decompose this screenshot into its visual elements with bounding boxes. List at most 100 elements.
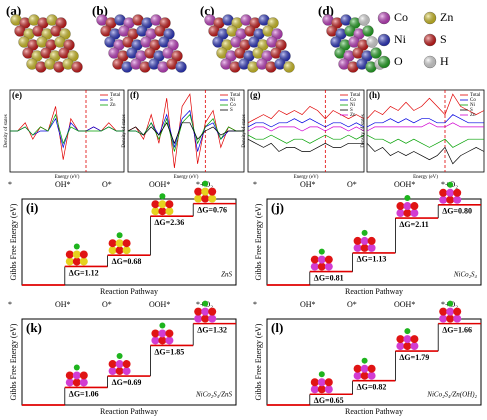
atom [324, 262, 333, 271]
atom-shine [136, 25, 148, 37]
atom-shine [50, 25, 62, 37]
dos-curve [366, 114, 484, 128]
dos-curve [127, 122, 244, 145]
crystal [204, 14, 295, 73]
atom-shine [271, 28, 283, 40]
atom-shine [162, 47, 174, 59]
legend-label: S [230, 108, 233, 113]
x-axis-label: Energy (eV) [294, 175, 319, 180]
atom-shine [27, 39, 39, 51]
atom-shine [46, 14, 58, 26]
atom [317, 378, 326, 387]
x-axis-label: Reaction Pathway [345, 407, 403, 416]
dos-curve [366, 143, 485, 165]
material-label: ZnS [221, 271, 232, 279]
atom-shine [234, 47, 246, 59]
legend-label: Ni [470, 103, 476, 108]
atom-shine [36, 36, 48, 48]
atom-shine [131, 39, 143, 51]
delta-g-label: ΔG=1.85 [154, 347, 184, 356]
panel-label: (i) [26, 200, 38, 215]
atom-shine [331, 17, 343, 29]
atom [65, 257, 74, 266]
crystal [322, 14, 386, 73]
atom [165, 200, 174, 209]
atom-shine [166, 58, 178, 70]
atom-shine [238, 58, 250, 70]
delta-g-label: ΔG=0.82 [357, 383, 387, 392]
atom [115, 360, 124, 369]
atom-shine [229, 61, 241, 73]
legend-swatch-shine [424, 56, 436, 68]
legend-label: Zn [110, 103, 116, 108]
atom-shine [140, 36, 152, 48]
atom-shine [212, 36, 224, 48]
atom-shine [252, 47, 264, 59]
dos-curve [10, 117, 124, 149]
plot-frame [9, 89, 125, 173]
step-label: O* [347, 180, 357, 189]
atom-shine [109, 28, 121, 40]
material-label: NiCo₂S₄/Zn(OH)₂ [426, 391, 477, 399]
legend-swatch-shine [378, 34, 390, 46]
atom [122, 246, 131, 255]
atom [324, 378, 333, 387]
atom-shine [41, 28, 53, 40]
atom-shine [240, 14, 252, 26]
adsorbate [318, 248, 325, 255]
atom [79, 371, 88, 380]
atom [453, 188, 462, 197]
atom-shine [366, 36, 378, 48]
delta-g-label: ΔG=2.36 [154, 218, 184, 227]
panel-label: (b) [92, 3, 108, 18]
atom [208, 314, 217, 323]
step-label: * [253, 180, 257, 189]
material-label: NiCo₂S₄/ZnS [195, 391, 232, 399]
atom-shine [239, 39, 251, 51]
delta-g-label: ΔG=1.06 [69, 389, 99, 398]
legend-label: Total [350, 93, 361, 98]
y-axis-label: Density of states [122, 114, 127, 147]
atom-shine [361, 50, 373, 62]
atom-shine [356, 58, 368, 70]
adsorbate [447, 181, 454, 188]
atom-shine [349, 17, 361, 29]
surface-model [353, 229, 376, 252]
legend-swatch-shine [424, 34, 436, 46]
y-axis-label: Density of states [361, 114, 366, 147]
legend-label: S [470, 108, 473, 113]
y-axis-label: Density of states [4, 114, 9, 147]
atom-shine [204, 14, 216, 26]
atom-shine [149, 39, 161, 51]
atom-shine [213, 17, 225, 29]
adsorbate [361, 229, 368, 236]
atom [310, 378, 319, 387]
atom-shine [96, 14, 108, 26]
atom [122, 367, 131, 376]
step-label: OOH* [149, 180, 170, 189]
atom-shine [217, 28, 229, 40]
atom [65, 371, 74, 380]
delta-g-label: ΔG=0.69 [112, 378, 142, 387]
atom [353, 236, 362, 245]
atom [439, 307, 448, 316]
atom-shine [58, 47, 70, 59]
atom-shine [283, 61, 295, 73]
atom [453, 314, 462, 323]
atom [194, 187, 203, 196]
atom-shine [53, 61, 65, 73]
atom [194, 307, 203, 316]
step-label: O* [102, 180, 112, 189]
atom-shine [365, 61, 377, 73]
surface-model [310, 248, 333, 271]
delta-g-label: ΔG=0.80 [442, 207, 472, 216]
atom [353, 371, 362, 380]
step-label: OOH* [394, 180, 415, 189]
legend-label: Ni [350, 103, 356, 108]
atom [108, 246, 117, 255]
delta-g-label: ΔG=1.12 [69, 268, 99, 277]
atom-shine [247, 61, 259, 73]
surface-model [439, 181, 462, 204]
atom [194, 194, 203, 203]
